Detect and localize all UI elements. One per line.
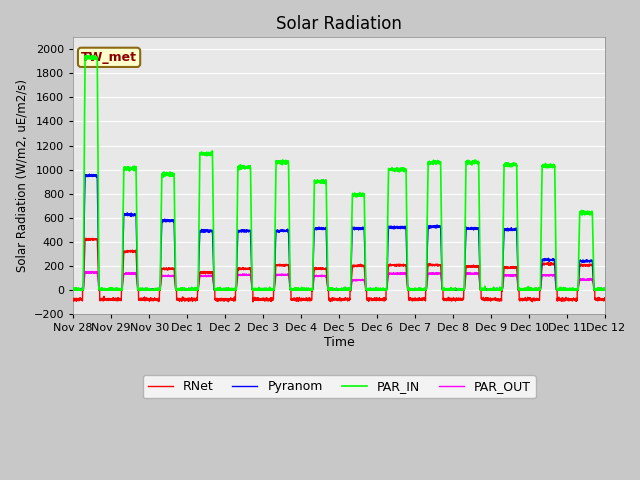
PAR_IN (406, 287, 414, 293)
PAR_OUT (82, 269, 90, 275)
Line: PAR_OUT: PAR_OUT (73, 272, 605, 290)
Title: Solar Radiation: Solar Radiation (276, 15, 402, 33)
X-axis label: Time: Time (324, 336, 355, 348)
RNet (602, 297, 609, 302)
PAR_IN (499, 272, 506, 278)
PAR_OUT (499, 286, 506, 292)
Pyranom (602, 287, 609, 293)
Pyranom (595, 287, 603, 292)
PAR_OUT (142, 287, 150, 293)
PAR_IN (69, 285, 77, 291)
PAR_IN (70, 287, 77, 293)
Pyranom (499, 279, 506, 285)
PAR_IN (419, 287, 426, 293)
RNet (406, 296, 414, 302)
Pyranom (406, 287, 414, 293)
Pyranom (70, 287, 77, 293)
RNet (249, 299, 257, 305)
RNet (69, 296, 77, 301)
Pyranom (86, 171, 93, 177)
Text: TW_met: TW_met (81, 51, 137, 64)
PAR_OUT (406, 287, 413, 292)
PAR_OUT (418, 287, 426, 293)
PAR_OUT (602, 287, 609, 293)
PAR_IN (351, 190, 358, 196)
Pyranom (69, 286, 77, 292)
PAR_OUT (351, 277, 358, 283)
Pyranom (351, 227, 358, 233)
PAR_IN (88, 53, 96, 59)
Line: PAR_IN: PAR_IN (73, 56, 605, 290)
Pyranom (419, 287, 426, 292)
PAR_IN (142, 287, 150, 293)
RNet (351, 264, 358, 269)
RNet (81, 236, 89, 241)
Pyranom (142, 287, 150, 293)
Y-axis label: Solar Radiation (W/m2, uE/m2/s): Solar Radiation (W/m2, uE/m2/s) (15, 79, 28, 272)
PAR_OUT (595, 287, 603, 293)
PAR_IN (602, 286, 609, 291)
PAR_IN (595, 287, 603, 293)
RNet (499, 285, 506, 291)
RNet (142, 297, 150, 302)
PAR_OUT (69, 287, 77, 293)
Line: RNet: RNet (73, 239, 605, 302)
Line: Pyranom: Pyranom (73, 174, 605, 290)
Legend: RNet, Pyranom, PAR_IN, PAR_OUT: RNet, Pyranom, PAR_IN, PAR_OUT (143, 375, 536, 398)
RNet (419, 297, 426, 302)
RNet (595, 297, 603, 303)
